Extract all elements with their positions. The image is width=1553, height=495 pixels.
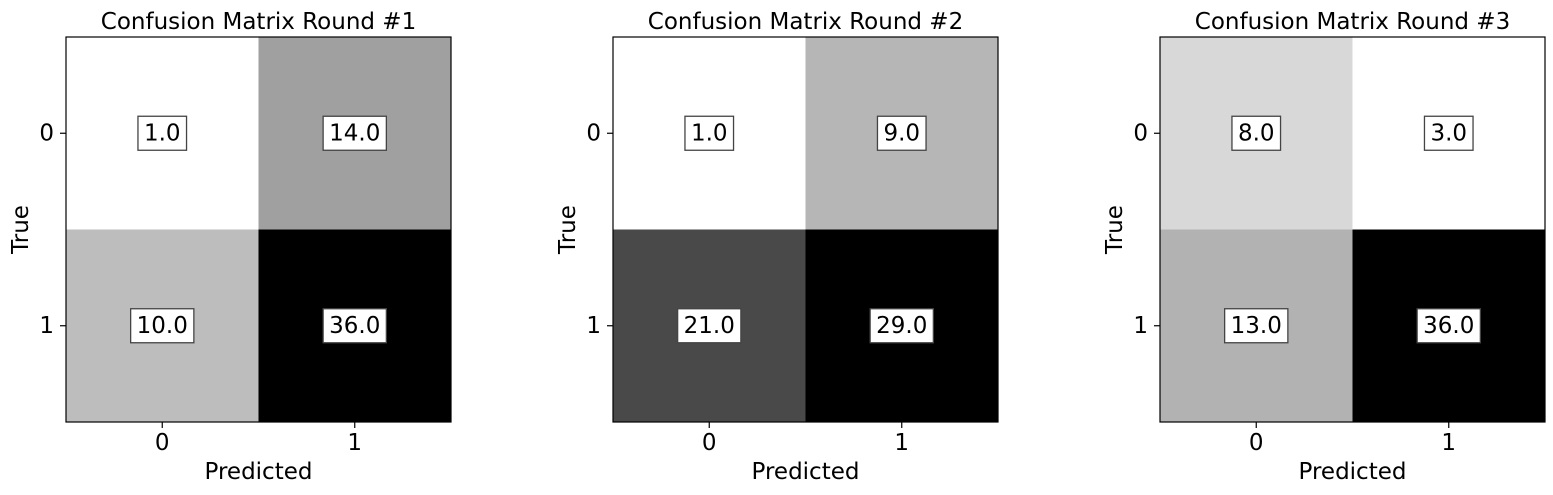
cell-value-box (137, 115, 188, 151)
x-tick-label: 1 (1441, 430, 1456, 456)
cell-value-label: 21.0 (684, 313, 735, 339)
cell-value-label: 3.0 (1430, 120, 1467, 146)
cell-value-label: 14.0 (329, 120, 380, 146)
y-tick-label: 1 (586, 313, 601, 339)
cell-value-label: 36.0 (1423, 313, 1474, 339)
x-axis-label: Predicted (1299, 459, 1407, 485)
cell-value-label: 9.0 (883, 120, 920, 146)
x-tick-label: 0 (155, 430, 170, 456)
cell-value-box (322, 308, 388, 344)
cell-value-box (876, 115, 927, 151)
cell-value-box (684, 115, 735, 151)
cell-value-box (869, 308, 935, 344)
chart-panel-2: 1.0 9.0 21.0 29.0 Confusion Matrix Round #2 0… (555, 9, 999, 485)
cell-value-box (1423, 115, 1474, 151)
cell-value-label: 29.0 (876, 313, 927, 339)
cell-value-label: 1.0 (691, 120, 728, 146)
x-axis-label: Predicted (205, 459, 313, 485)
axes-frame (1159, 36, 1546, 423)
y-axis-label: True (1102, 205, 1128, 255)
cell-value-box (1416, 308, 1482, 344)
axes-frame (65, 36, 452, 423)
y-axis-label: True (555, 205, 581, 255)
x-tick-label: 0 (1249, 430, 1264, 456)
y-tick-label: 0 (1133, 120, 1148, 146)
chart-panel-1: 1.0 14.0 10.0 36.0 Confusion Matrix Round #1… (8, 9, 452, 485)
cell-value-label: 10.0 (137, 313, 188, 339)
cell-value-label: 13.0 (1231, 313, 1282, 339)
cell-value-label: 36.0 (329, 313, 380, 339)
cell-value-box (676, 308, 742, 344)
y-tick-label: 0 (39, 120, 54, 146)
cell-value-label: 1.0 (144, 120, 181, 146)
chart-title: Confusion Matrix Round #3 (1195, 9, 1510, 35)
cell-value-label: 8.0 (1238, 120, 1275, 146)
cell-value-box (322, 115, 388, 151)
charts-root: 1.0 14.0 10.0 36.0 Confusion Matrix Round #1… (8, 9, 1546, 485)
axes-frame (612, 36, 999, 423)
y-tick-label: 1 (39, 313, 54, 339)
x-tick-label: 1 (894, 430, 909, 456)
y-tick-label: 0 (586, 120, 601, 146)
y-tick-label: 1 (1133, 313, 1148, 339)
chart-title: Confusion Matrix Round #2 (648, 9, 963, 35)
x-axis-label: Predicted (752, 459, 860, 485)
cell-value-box (1223, 308, 1289, 344)
cell-value-box (129, 308, 195, 344)
cell-value-box (1231, 115, 1282, 151)
y-axis-label: True (8, 205, 34, 255)
chart-panel-3: 8.0 3.0 13.0 36.0 Confusion Matrix Round #3 0… (1102, 9, 1546, 485)
x-tick-label: 0 (702, 430, 717, 456)
x-tick-label: 1 (347, 430, 362, 456)
chart-title: Confusion Matrix Round #1 (101, 9, 416, 35)
